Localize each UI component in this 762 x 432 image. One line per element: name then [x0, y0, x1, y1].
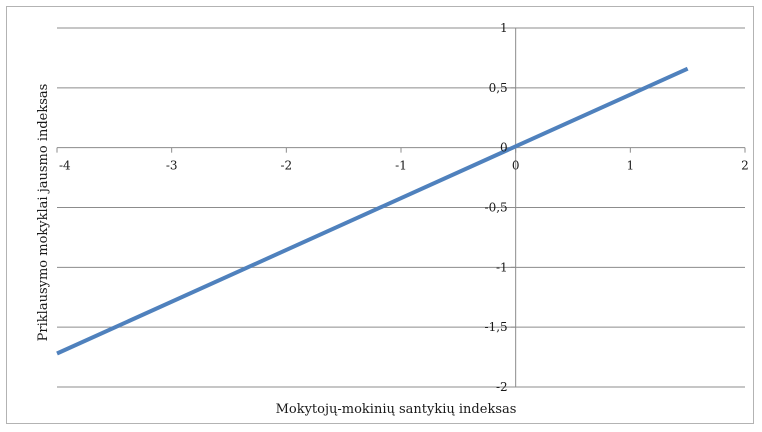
y-tick-label: 0 [500, 141, 508, 155]
x-tick-label: 1 [627, 159, 635, 173]
x-axis-title: Mokytojų-mokinių santykių indeksas [276, 402, 517, 417]
y-axis-title: Priklausymo mokyklai jausmo indeksas [36, 84, 51, 342]
y-tick-label: 1 [500, 21, 508, 35]
y-tick-label: -1,5 [485, 320, 508, 334]
y-tick-label: 0,5 [489, 81, 508, 95]
x-tick-label: -3 [166, 159, 178, 173]
x-tick-label: -2 [280, 159, 292, 173]
gridlines [57, 27, 745, 388]
y-tick-label: -2 [496, 380, 508, 394]
y-tick-label: -1 [496, 260, 508, 274]
x-tick-label: 2 [741, 159, 749, 173]
y-tick-label: -0,5 [485, 201, 508, 215]
x-tick-label: -1 [395, 159, 407, 173]
chart-frame [6, 6, 754, 424]
x-tick-label: -4 [59, 159, 71, 173]
axes [56, 27, 746, 388]
series-layer [56, 66, 689, 356]
tick-labels: 1 0,5 0 -0,5 -1 -1,5 -2 -4 -3 -2 -1 0 1 2 [59, 21, 749, 394]
x-tick-label: 0 [512, 159, 520, 173]
series-line [56, 66, 689, 356]
